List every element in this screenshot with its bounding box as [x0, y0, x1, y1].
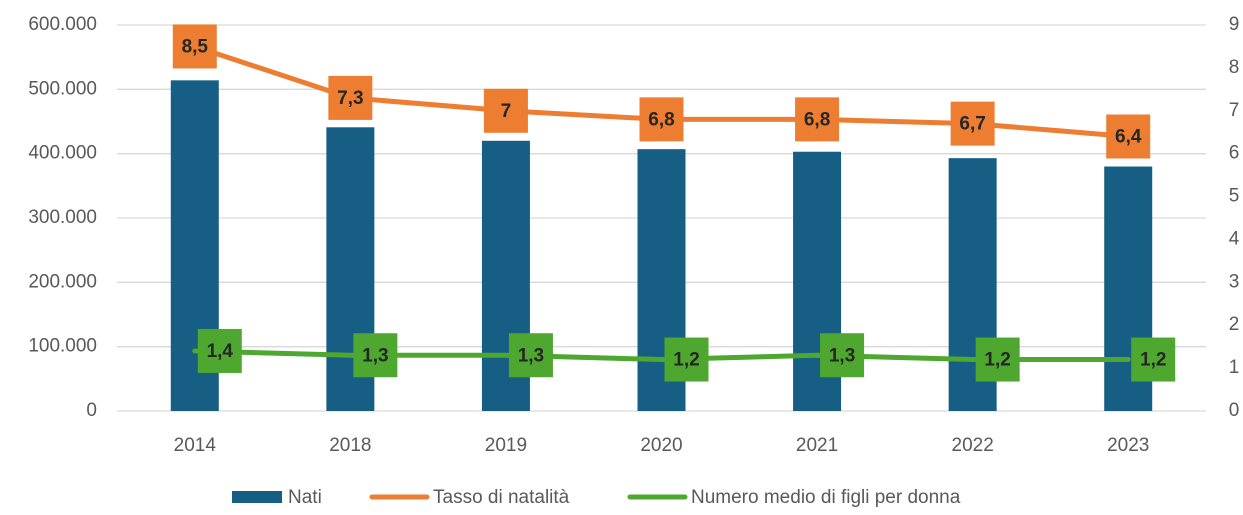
y2-tick-label: 7 [1229, 100, 1240, 121]
x-tick-label: 2022 [952, 435, 994, 456]
x-tick-label: 2021 [796, 435, 838, 456]
y-tick-label: 600.000 [28, 14, 97, 35]
data-label-box [639, 97, 684, 142]
x-tick-label: 2023 [1107, 435, 1149, 456]
data-label: 6,8 [804, 109, 830, 130]
line [192, 348, 1131, 363]
data-label: 1,3 [829, 345, 855, 366]
y2-tick-label: 4 [1229, 228, 1240, 249]
data-label-box [483, 88, 528, 133]
legend-label: Numero medio di figli per donna [691, 487, 961, 508]
y2-tick-label: 3 [1229, 271, 1240, 292]
y-tick-label: 100.000 [28, 336, 97, 357]
y-tick-label: 300.000 [28, 207, 97, 228]
data-label: 6,8 [648, 109, 674, 130]
y2-tick-label: 6 [1229, 143, 1240, 164]
legend-swatch [232, 491, 282, 503]
x-tick-label: 2019 [485, 435, 527, 456]
data-label-box [172, 24, 217, 69]
data-label: 1,2 [984, 350, 1010, 371]
data-label: 6,4 [1115, 127, 1142, 148]
data-label: 7,3 [337, 88, 363, 109]
y-tick-label: 200.000 [28, 271, 97, 292]
y2-tick-label: 8 [1229, 57, 1240, 78]
legend-label: Tasso di natalità [433, 487, 570, 508]
data-label: 7 [501, 101, 512, 122]
data-label: 1,3 [362, 345, 388, 366]
data-label: 1,2 [1140, 350, 1166, 371]
y2-tick-label: 5 [1229, 186, 1240, 207]
data-label-box [1131, 337, 1176, 382]
data-label: 1,2 [673, 350, 699, 371]
y-tick-label: 500.000 [28, 78, 97, 99]
data-label: 1,4 [207, 341, 234, 362]
y2-tick-label: 9 [1229, 14, 1240, 35]
x-tick-label: 2014 [174, 435, 217, 456]
data-label: 8,5 [182, 36, 209, 57]
data-label-box [508, 333, 553, 378]
data-label: 1,3 [518, 345, 544, 366]
x-tick-label: 2020 [640, 435, 682, 456]
data-label-box [197, 328, 242, 373]
data-label-box [820, 333, 865, 378]
data-label-box [328, 75, 373, 120]
data-label-box [664, 337, 709, 382]
data-label-box [1106, 114, 1151, 159]
data-label-box [353, 333, 398, 378]
legend-label: Nati [288, 487, 322, 508]
y-tick-label: 400.000 [28, 143, 97, 164]
data-label: 6,7 [959, 114, 985, 135]
data-label-box [975, 337, 1020, 382]
data-label-box [795, 97, 840, 142]
data-label-box [950, 101, 995, 146]
y2-tick-label: 0 [1229, 400, 1240, 421]
y2-tick-label: 2 [1229, 314, 1240, 335]
y-tick-label: 0 [86, 400, 97, 421]
x-tick-label: 2018 [329, 435, 371, 456]
y2-tick-label: 1 [1229, 357, 1240, 378]
